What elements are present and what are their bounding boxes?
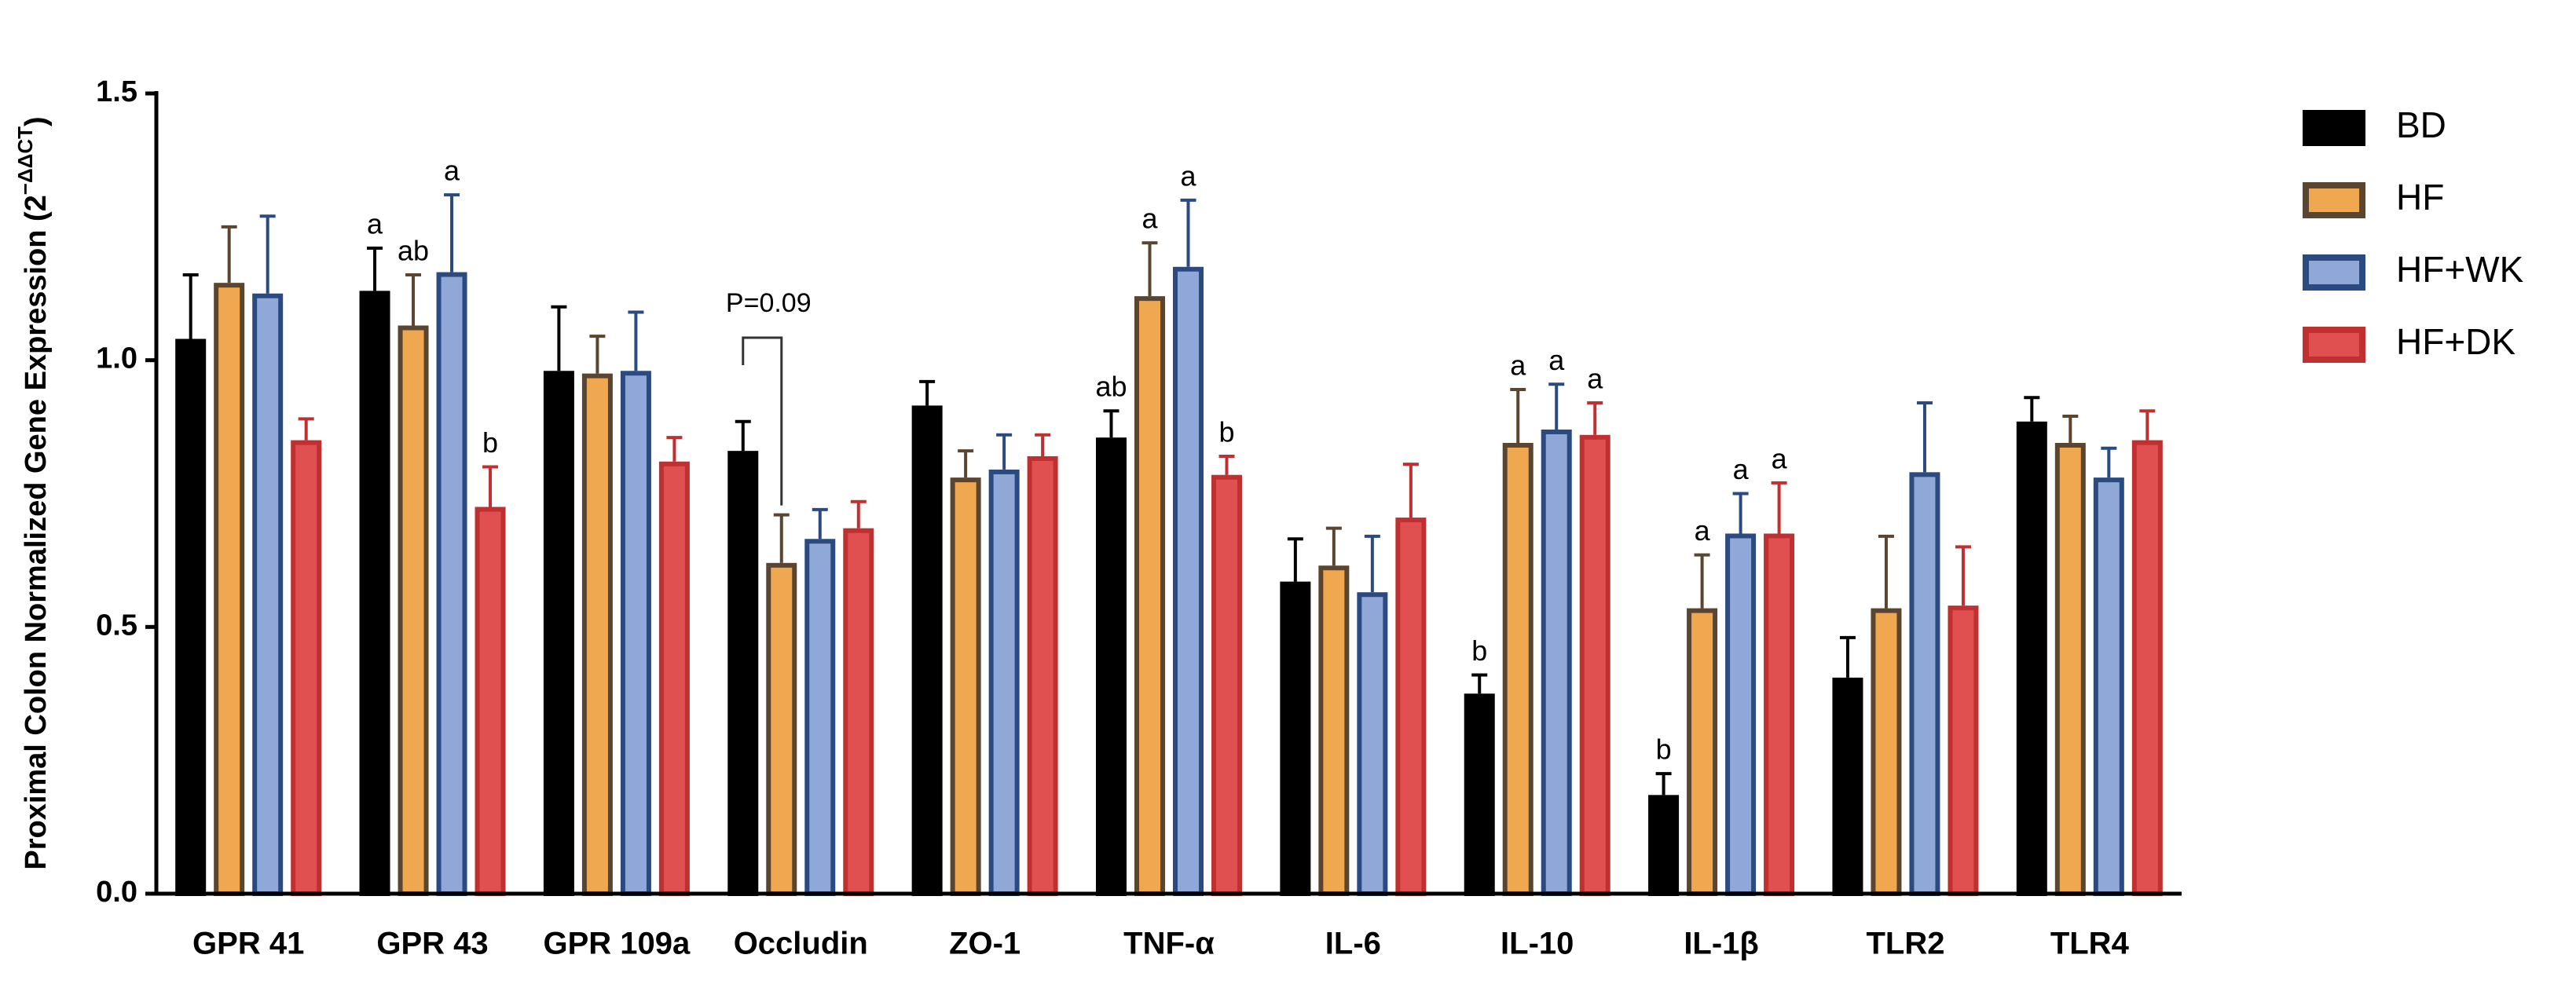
bar	[291, 440, 322, 896]
legend-label: HF	[2396, 177, 2444, 218]
bar	[1357, 592, 1388, 897]
significance-label: ab	[398, 234, 429, 266]
significance-label: a	[1772, 442, 1788, 474]
bar	[727, 451, 759, 896]
bar	[1687, 608, 1718, 896]
x-tick-label: ZO-1	[949, 927, 1021, 961]
bar	[1648, 795, 1680, 896]
bar	[1541, 429, 1572, 896]
bar	[1280, 581, 1311, 897]
significance-label: a	[367, 208, 383, 240]
significance-label: ab	[1095, 371, 1127, 403]
significance-label: a	[1548, 344, 1565, 376]
bar	[252, 293, 284, 896]
significance-label: a	[1587, 363, 1603, 395]
x-tick-label: GPR 41	[192, 927, 304, 961]
y-tick-label: 0.0	[96, 876, 137, 909]
y-tick-label: 1.5	[96, 75, 137, 108]
bar	[1464, 693, 1495, 896]
significance-bracket	[742, 336, 783, 506]
legend-swatch	[2303, 182, 2365, 218]
bar	[1764, 533, 1795, 896]
bar	[398, 325, 429, 896]
bar	[1027, 455, 1058, 896]
bar	[1211, 474, 1242, 896]
y-tick-label: 0.5	[96, 609, 137, 642]
significance-label: a	[1141, 203, 1158, 235]
bar	[1318, 565, 1350, 897]
legend-swatch	[2303, 327, 2365, 363]
y-tick-label: 1.0	[96, 342, 137, 375]
bar	[843, 528, 874, 896]
x-tick-label: IL-1β	[1684, 927, 1759, 961]
bar	[214, 283, 245, 896]
bar	[359, 291, 390, 896]
bar	[1502, 442, 1534, 896]
bar	[766, 562, 797, 897]
significance-label: a	[1733, 453, 1750, 485]
legend-swatch	[2303, 110, 2365, 146]
bar	[543, 371, 574, 896]
bar	[988, 469, 1020, 896]
bar	[1134, 296, 1165, 896]
annotation: P=0.09	[726, 288, 812, 318]
bar	[1395, 518, 1427, 896]
bar	[1909, 472, 1940, 896]
significance-label: b	[482, 426, 498, 459]
y-axis-label-tail: )	[20, 116, 53, 126]
legend-label: BD	[2396, 104, 2446, 145]
x-tick-label: GPR 43	[376, 927, 488, 961]
bar	[1096, 437, 1127, 896]
x-tick-label: Occludin	[734, 927, 868, 961]
significance-label: b	[1471, 635, 1487, 667]
bar	[436, 272, 467, 896]
bar	[2016, 421, 2047, 896]
significance-label: a	[1180, 159, 1196, 192]
bar	[2054, 442, 2086, 896]
bar	[950, 477, 981, 896]
significance-label: b	[1656, 733, 1672, 766]
bar	[1579, 434, 1610, 896]
significance-label: a	[444, 155, 460, 187]
x-tick-label: TLR4	[2050, 927, 2130, 961]
bar	[1871, 608, 1902, 896]
bar	[804, 539, 836, 896]
bar	[1725, 533, 1757, 896]
bar	[581, 373, 613, 896]
bar	[1832, 677, 1863, 896]
bar	[475, 507, 506, 896]
bar	[1173, 266, 1204, 896]
significance-label: a	[1510, 349, 1526, 382]
bar	[620, 371, 651, 896]
bar	[911, 405, 943, 896]
bar	[658, 461, 690, 896]
y-axis-label-sup: −ΔΔCT	[13, 126, 37, 195]
x-tick-label: IL-10	[1501, 927, 1574, 961]
y-axis-label-text: Proximal Colon Normalized Gene Expressio…	[20, 195, 53, 869]
significance-label: b	[1218, 415, 1234, 448]
x-tick-label: TLR2	[1866, 927, 1944, 961]
y-axis-label: Proximal Colon Normalized Gene Expressio…	[13, 116, 53, 869]
bar	[2131, 440, 2163, 896]
x-tick-label: IL-6	[1325, 927, 1381, 961]
bar	[175, 338, 207, 896]
legend-label: HF+WK	[2396, 249, 2524, 290]
legend-swatch	[2303, 254, 2365, 291]
x-tick-label: TNF-α	[1123, 927, 1215, 961]
legend-label: HF+DK	[2396, 321, 2516, 362]
x-tick-label: GPR 109a	[544, 927, 691, 961]
bar	[1948, 605, 1979, 896]
bar	[2093, 477, 2124, 896]
significance-label: a	[1695, 514, 1711, 547]
